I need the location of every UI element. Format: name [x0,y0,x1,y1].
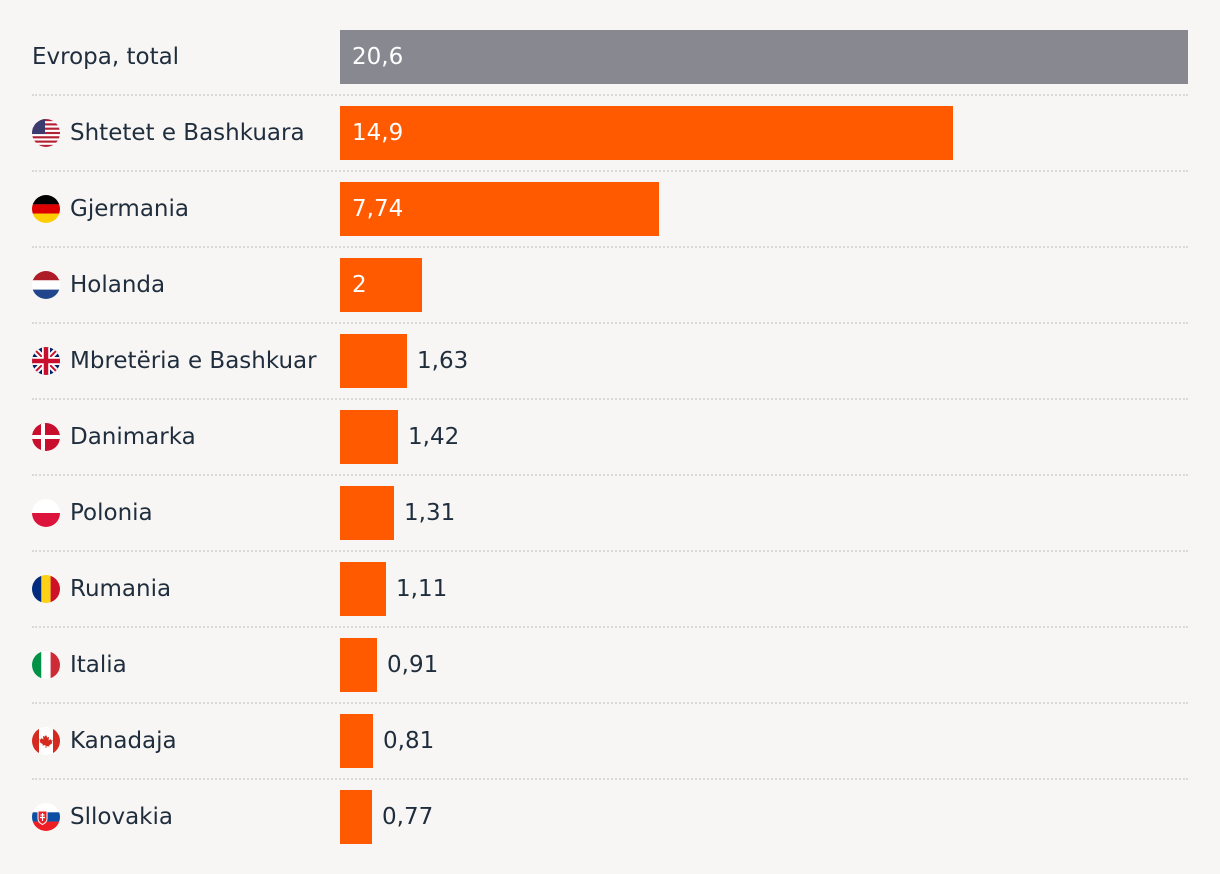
chart-row: Evropa, total 20,6 [0,30,1220,106]
category-text: Italia [70,652,127,678]
chart-row: Sllovakia 0,77 [0,790,1220,866]
bar-8 [340,638,377,692]
chart-row: Holanda 2 [0,258,1220,334]
row-separator [32,474,1188,476]
chart-row: Danimarka 1,42 [0,410,1220,486]
category-text: Sllovakia [70,804,173,830]
category-label-0: Evropa, total [32,30,179,84]
category-text: Shtetet e Bashkuara [70,120,305,146]
category-text: Mbretëria e Bashkuar [70,348,317,374]
chart-row: Kanadaja 0,81 [0,714,1220,790]
category-label-10: Sllovakia [32,790,173,844]
value-label-7: 1,11 [396,576,448,602]
category-label-1: Shtetet e Bashkuara [32,106,305,160]
value-label-8: 0,91 [387,652,439,678]
value-label-4: 1,63 [417,348,469,374]
bar-9 [340,714,373,768]
bar-2 [340,182,659,236]
flag-de-icon [32,195,60,223]
category-label-5: Danimarka [32,410,196,464]
row-separator [32,778,1188,780]
category-label-8: Italia [32,638,127,692]
flag-it-icon [32,651,60,679]
category-label-3: Holanda [32,258,165,312]
flag-ca-icon [32,727,60,755]
bar-7 [340,562,386,616]
chart-row: Mbretëria e Bashkuar 1,63 [0,334,1220,410]
flag-gb-icon [32,347,60,375]
category-text: Gjermania [70,196,189,222]
row-separator [32,702,1188,704]
flag-us-icon [32,119,60,147]
flag-nl-icon [32,271,60,299]
value-label-3: 2 [352,272,367,298]
chart-row: Gjermania 7,74 [0,182,1220,258]
flag-dk-icon [32,423,60,451]
flag-sk-icon [32,803,60,831]
chart-row: Rumania 1,11 [0,562,1220,638]
category-label-2: Gjermania [32,182,189,236]
bar-4 [340,334,407,388]
value-label-0: 20,6 [352,44,404,70]
row-separator [32,170,1188,172]
row-separator [32,246,1188,248]
value-label-1: 14,9 [352,120,404,146]
category-text: Holanda [70,272,166,298]
bar-5 [340,410,398,464]
chart-row: Italia 0,91 [0,638,1220,714]
row-separator [32,322,1188,324]
category-text: Evropa, total [32,44,180,70]
category-label-9: Kanadaja [32,714,177,768]
flag-pl-icon [32,499,60,527]
row-separator [32,94,1188,96]
bar-0 [340,30,1188,84]
category-text: Danimarka [70,424,196,450]
category-text: Polonia [70,500,153,526]
chart-row: Polonia 1,31 [0,486,1220,562]
category-label-6: Polonia [32,486,153,540]
category-text: Rumania [70,576,172,602]
bar-10 [340,790,372,844]
value-label-10: 0,77 [382,804,434,830]
row-separator [32,626,1188,628]
row-separator [32,550,1188,552]
row-separator [32,398,1188,400]
value-label-2: 7,74 [352,196,404,222]
category-label-7: Rumania [32,562,171,616]
value-label-5: 1,42 [408,424,460,450]
category-text: Kanadaja [70,728,177,754]
chart-row: Shtetet e Bashkuara 14,9 [0,106,1220,182]
value-label-9: 0,81 [383,728,435,754]
bar-1 [340,106,953,160]
bar-6 [340,486,394,540]
bar-3 [340,258,422,312]
category-label-4: Mbretëria e Bashkuar [32,334,317,388]
flag-ro-icon [32,575,60,603]
value-label-6: 1,31 [404,500,456,526]
